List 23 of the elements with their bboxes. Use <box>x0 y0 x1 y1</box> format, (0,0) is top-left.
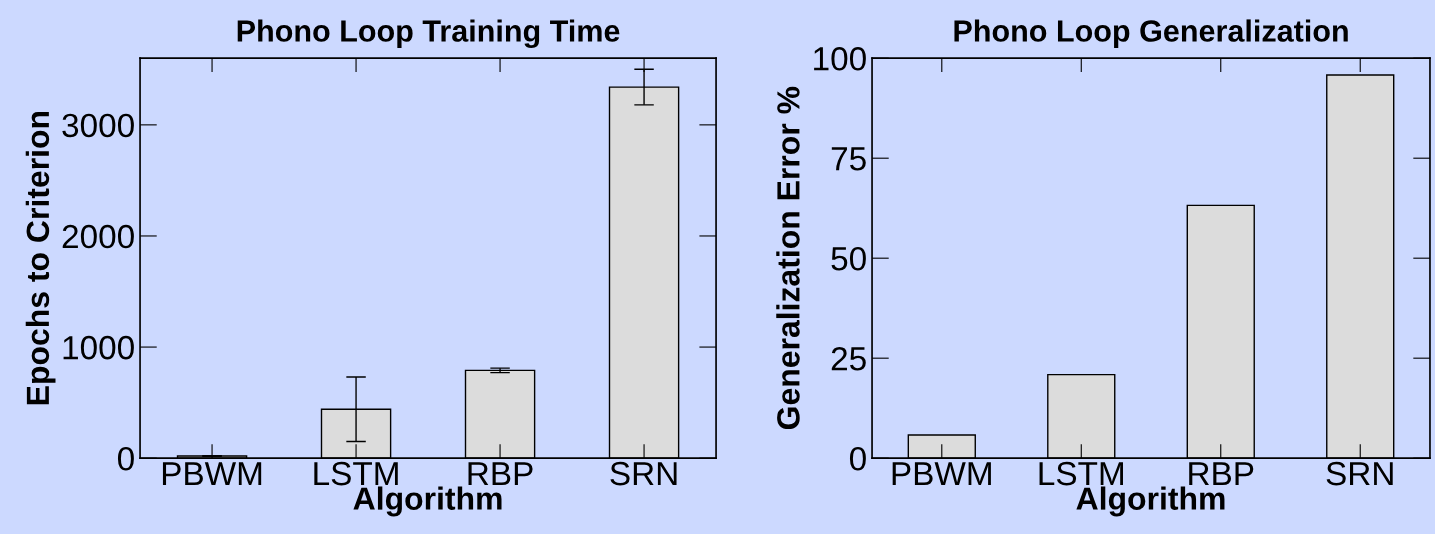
y-tick-label: 2000 <box>62 224 134 249</box>
y-axis-title: Generalization Error % <box>776 86 800 430</box>
y-tick-label: 100 <box>814 47 866 71</box>
chart-title: Phono Loop Generalization <box>954 19 1348 48</box>
x-tick-label: RBP <box>468 462 533 486</box>
x-axis-title: Algorithm <box>1076 486 1225 517</box>
y-tick-label: 75 <box>831 147 866 171</box>
y-tick-label: 3000 <box>62 113 134 138</box>
y-tick-label: 50 <box>831 246 866 271</box>
x-axis-title: Algorithm <box>353 486 502 517</box>
x-tick-label: LSTM <box>1039 461 1123 486</box>
y-tick-label: 1000 <box>63 335 134 360</box>
y-tick-label: 0 <box>849 446 866 471</box>
x-tick-label: SRN <box>610 461 677 486</box>
y-axis-title: Epochs to Criterion <box>25 111 56 405</box>
x-tick-label: PBWM <box>892 462 991 486</box>
x-tick-label: RBP <box>1189 462 1254 486</box>
chart-title: Phono Loop Training Time <box>237 19 620 49</box>
x-tick-label: LSTM <box>314 461 398 486</box>
y-tick-label: 25 <box>831 346 866 371</box>
x-tick-label: PBWM <box>162 462 262 486</box>
x-tick-label: SRN <box>1326 461 1393 486</box>
y-tick-label: 0 <box>117 446 134 471</box>
